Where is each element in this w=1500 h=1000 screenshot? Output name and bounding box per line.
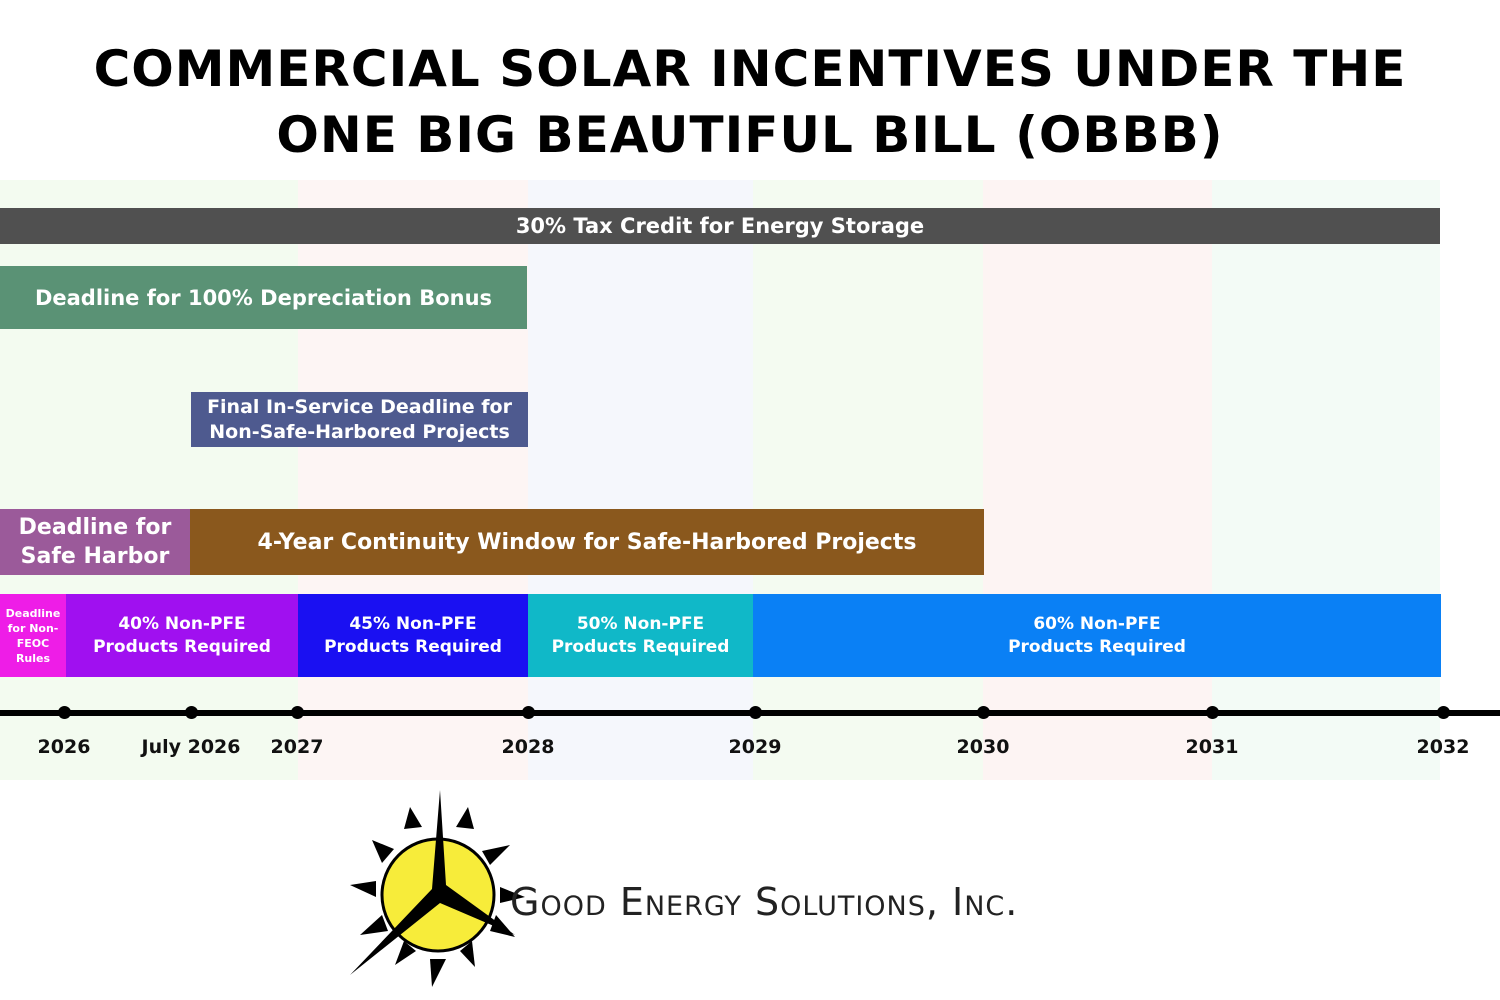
bar: 50% Non-PFE Products Required <box>528 594 753 677</box>
bar-label: FEOC <box>16 636 50 650</box>
bar-label: Products Required <box>93 636 271 657</box>
bar-label: Deadline <box>5 606 61 620</box>
timeline-label: July 2026 <box>141 736 241 758</box>
bar-label: Non-Safe-Harbored Projects <box>209 420 510 443</box>
bar-label: 40% Non-PFE <box>118 613 246 634</box>
timeline-label: 2030 <box>956 736 1010 758</box>
timeline-dot <box>749 706 762 719</box>
bar: 4-Year Continuity Window for Safe-Harbor… <box>190 509 984 575</box>
timeline-dot <box>58 706 71 719</box>
bar: Deadline for Safe Harbor <box>0 509 190 575</box>
bar-label: Products Required <box>1008 636 1186 657</box>
background-band <box>528 180 753 780</box>
bar: Final In-Service Deadline for Non-Safe-Ha… <box>191 392 528 447</box>
bar: 60% Non-PFE Products Required <box>753 594 1441 677</box>
bar-label: 60% Non-PFE <box>1033 613 1161 634</box>
timeline-label: 2032 <box>1416 736 1470 758</box>
timeline-label: 2028 <box>501 736 555 758</box>
bar-label: Safe Harbor <box>20 544 170 569</box>
background-band <box>983 180 1212 780</box>
bar: Deadline for 100% Depreciation Bonus <box>0 266 527 329</box>
bar-label: Deadline for <box>18 515 172 540</box>
logo-text: Good Energy Solutions, Inc. <box>510 880 1019 924</box>
bar-label: for Non- <box>7 621 59 635</box>
bar-label: Products Required <box>551 636 730 657</box>
bar-label: 45% Non-PFE <box>349 613 477 634</box>
timeline-label: 2027 <box>270 736 324 758</box>
timeline-dot <box>1206 706 1219 719</box>
bar: 30% Tax Credit for Energy Storage <box>0 208 1440 244</box>
title-line: ONE BIG BEAUTIFUL BILL (OBBB) <box>276 106 1224 164</box>
timeline-dot <box>185 706 198 719</box>
timeline-dot <box>291 706 304 719</box>
bar-label: Rules <box>15 651 51 665</box>
timeline-label: 2026 <box>37 736 91 758</box>
background-band <box>753 180 983 780</box>
logo-icon <box>350 790 525 987</box>
bar-label: 30% Tax Credit for Energy Storage <box>515 214 925 238</box>
bar-label: Final In-Service Deadline for <box>207 395 512 418</box>
timeline-dot <box>977 706 990 719</box>
background-band <box>1212 180 1440 780</box>
timeline-dot <box>1437 706 1450 719</box>
timeline-label: 2031 <box>1185 736 1239 758</box>
timeline-dot <box>522 706 535 719</box>
title-line: COMMERCIAL SOLAR INCENTIVES UNDER THE <box>93 40 1407 98</box>
bar-label: 50% Non-PFE <box>576 613 705 634</box>
bar: 40% Non-PFE Products Required <box>66 594 298 677</box>
bar: Deadline for Non- FEOC Rules <box>0 594 66 677</box>
bar-label: 4-Year Continuity Window for Safe-Harbor… <box>257 529 917 555</box>
bar: 45% Non-PFE Products Required <box>298 594 528 677</box>
bar-label: Products Required <box>324 636 502 657</box>
bar-label: Deadline for 100% Depreciation Bonus <box>34 285 493 310</box>
timeline-label: 2029 <box>728 736 782 758</box>
